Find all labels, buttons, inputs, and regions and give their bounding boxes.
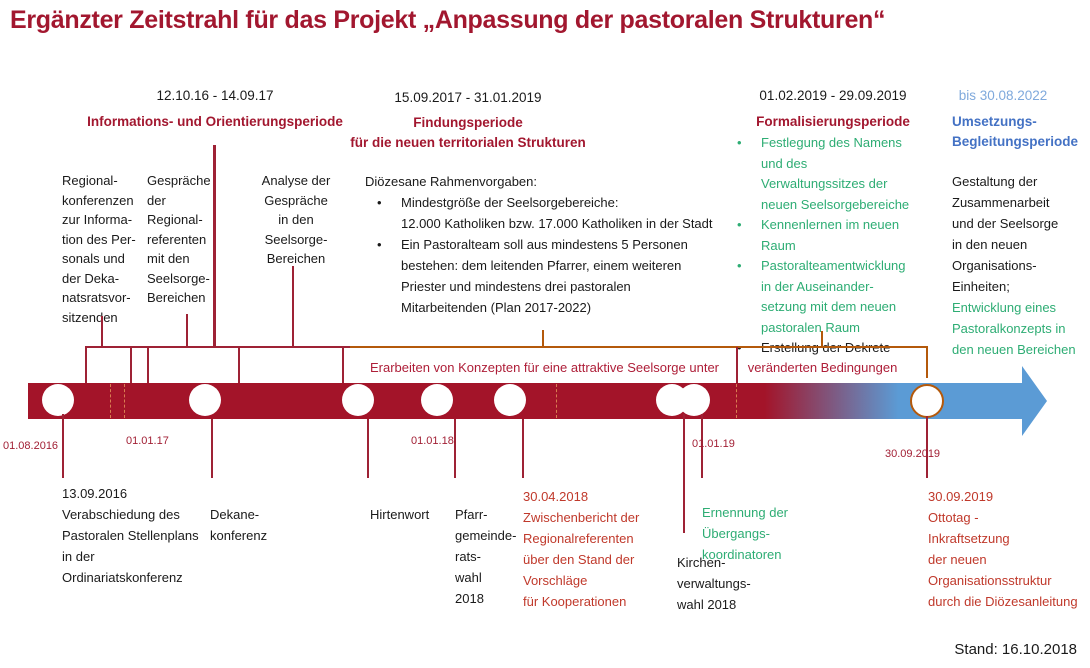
band-dash-line <box>736 384 737 418</box>
event-connector <box>211 419 213 478</box>
band-dash-line <box>556 384 557 418</box>
formalisierung-bullet: • Pastoralteamentwicklung in der Auseina… <box>737 258 906 335</box>
formalisierung-bullet: • Festlegung des Namens und des Verwaltu… <box>737 135 910 212</box>
event-connector <box>62 414 64 478</box>
event-block: 30.04.2018 Zwischenbericht der Regionalr… <box>523 489 640 609</box>
status-date: Stand: 16.10.2018 <box>954 641 1077 658</box>
bullet-dot-icon: • <box>737 217 742 232</box>
axis-label: 01.01.18 <box>411 435 454 447</box>
info-block-gespraeche: Gespräche der Regional- referenten mit d… <box>147 173 211 305</box>
bracket-drop <box>147 347 149 384</box>
connector-line <box>101 316 103 347</box>
event-connector <box>701 414 703 478</box>
period-3-name: Formalisierungsperiode <box>756 114 910 129</box>
bracket-drop <box>926 347 928 378</box>
period-1-dates: 12.10.16 - 14.09.17 <box>156 88 274 103</box>
info-block-rahmenvorgaben: Diözesane Rahmenvorgaben: • Mindestgröße… <box>365 171 740 318</box>
band-dash-line <box>110 384 111 418</box>
milestone-circle <box>494 384 526 416</box>
formalisierung-bullet: • Erstellung der Dekrete <box>737 338 952 359</box>
banner-divider-line <box>736 347 738 384</box>
connector-line <box>186 314 188 347</box>
event-block: Kirchen- verwaltungs- wahl 2018 <box>677 555 751 612</box>
connector-period1-divider <box>213 145 216 348</box>
event-block: 13.09.2016 Verabschiedung des Pastoralen… <box>62 486 199 585</box>
period-4-dates: bis 30.08.2022 <box>958 88 1048 103</box>
formalisierung-bullet: • Kennenlernen im neuen Raum <box>737 217 900 253</box>
event-connector <box>683 414 685 533</box>
rahmenvorgaben-bullet: • Ein Pastoralteam soll aus mindestens 5… <box>377 234 740 318</box>
milestone-circle <box>42 384 74 416</box>
bracket-line-red <box>85 346 350 348</box>
event-block: Hirtenwort <box>370 507 430 522</box>
event-connector <box>367 419 369 478</box>
banner-text-left: Erarbeiten von Konzepten für eine attrak… <box>369 360 720 375</box>
milestone-circle <box>189 384 221 416</box>
page-title: Ergänzter Zeitstrahl für das Projekt „An… <box>10 6 886 34</box>
bracket-drop <box>130 347 132 384</box>
info-block-regionalkonferenzen: Regional- konferenzen zur Informa- tion … <box>62 173 136 325</box>
rahmenvorgaben-heading: Diözesane Rahmenvorgaben: <box>365 174 537 189</box>
milestone-circle <box>678 384 710 416</box>
axis-label: 30.09.2019 <box>885 448 941 460</box>
bracket-drop <box>342 347 344 384</box>
timeline-arrowhead-icon <box>1022 366 1047 436</box>
connector-line <box>292 266 294 347</box>
event-block: Ernennung der Übergangs- koordinatoren <box>702 505 789 562</box>
event-connector <box>926 416 928 478</box>
event-block: 30.09.2019 Ottotag - Inkraftsetzung der … <box>928 489 1078 609</box>
axis-label: 01.08.2016 <box>3 440 59 452</box>
banner-text-right: veränderten Bedingungen <box>747 360 898 375</box>
event-block: Pfarr- gemeinde- rats- wahl 2018 <box>455 507 517 606</box>
bracket-line-brown <box>350 346 928 348</box>
period-2-name: Findungsperiode für die neuen territoria… <box>350 115 586 150</box>
axis-label: 01.01.19 <box>692 438 735 450</box>
axis-label: 01.01.17 <box>126 435 169 447</box>
event-block: Dekane- konferenz <box>210 507 268 543</box>
rahmenvorgaben-bullet: • Mindestgröße der Seelsorgebereiche: 12… <box>377 192 740 234</box>
bullet-dot-icon: • <box>737 258 742 273</box>
connector-stub <box>821 331 823 347</box>
bullet-dot-icon: • <box>377 237 382 252</box>
event-connector <box>454 419 456 478</box>
bullet-dot-icon: • <box>737 135 742 150</box>
milestone-circle <box>910 384 944 418</box>
info-block-formalisierung: • Festlegung des Namens und des Verwaltu… <box>737 133 952 359</box>
period-3-dates: 01.02.2019 - 29.09.2019 <box>759 88 907 103</box>
bullet-dot-icon: • <box>377 195 382 210</box>
period-4-name: Umsetzungs- Begleitungsperiode <box>952 114 1079 149</box>
bracket-drop <box>85 347 87 384</box>
info-block-umsetzung-green: Entwicklung eines Pastoralkonzepts in de… <box>952 300 1076 357</box>
bracket-drop <box>238 347 240 384</box>
info-block-umsetzung: Gestaltung der Zusammenarbeit und der Se… <box>952 174 1059 294</box>
info-block-analyse: Analyse der Gespräche in den Seelsorge- … <box>261 173 331 266</box>
milestone-circle <box>421 384 453 416</box>
event-connector <box>522 419 524 478</box>
connector-stub <box>542 330 544 347</box>
bullet-dot-icon: • <box>737 338 761 359</box>
band-dash-line <box>124 384 125 418</box>
period-2-dates: 15.09.2017 - 31.01.2019 <box>394 90 542 105</box>
period-1-name: Informations- und Orientierungsperiode <box>87 114 343 129</box>
milestone-circle <box>342 384 374 416</box>
